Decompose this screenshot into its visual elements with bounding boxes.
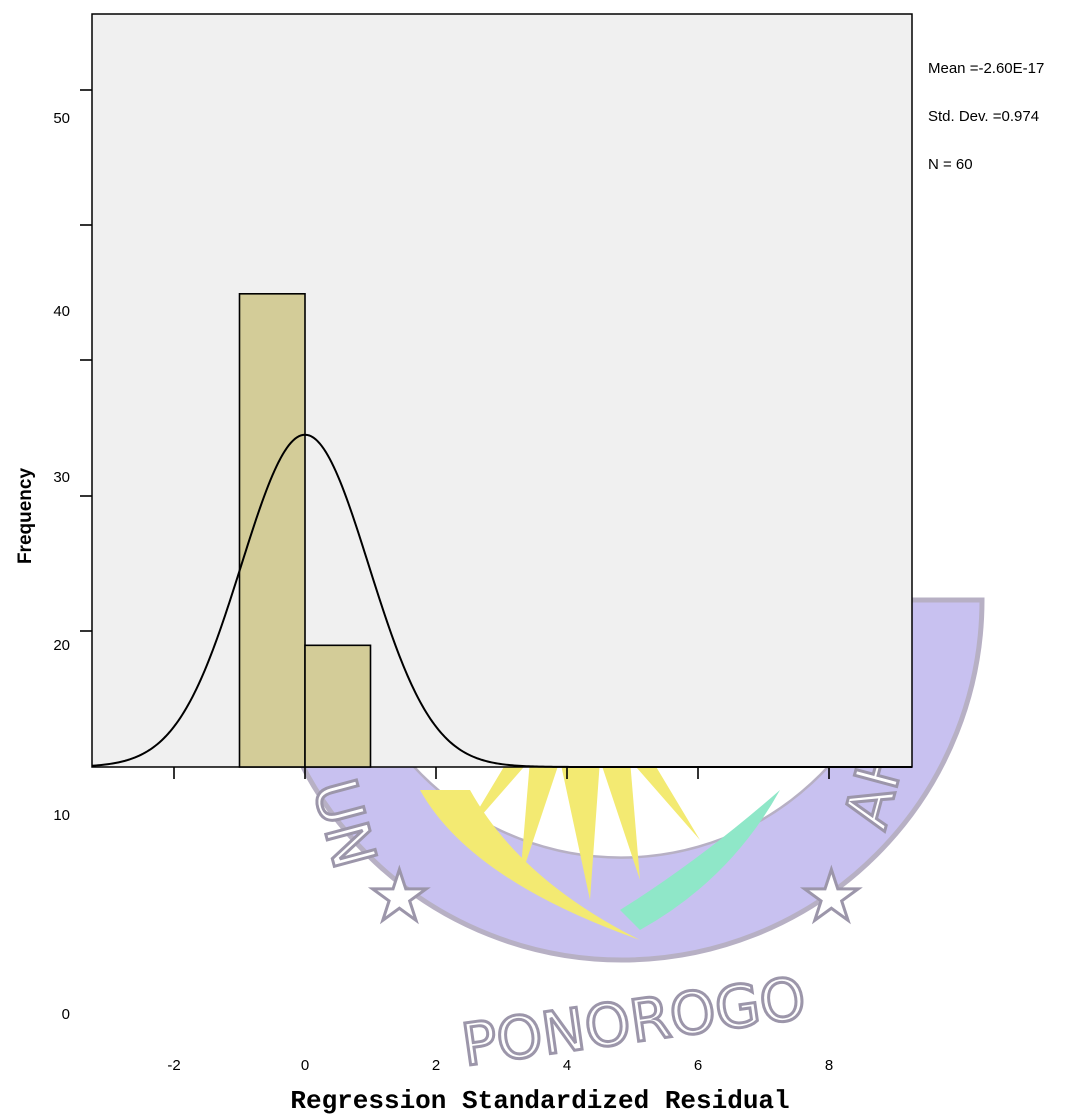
histogram-bar-0 (238, 292, 306, 768)
y-tick-label-0: 0 (62, 1006, 70, 1023)
seal-leaf-icon (420, 790, 640, 940)
y-tick-label-1: 10 (53, 807, 70, 824)
x-tick-label-1: 0 (301, 1057, 309, 1074)
y-tick-label-3: 30 (53, 469, 70, 486)
stat-std-dev: Std. Dev. =0.974 (928, 108, 1040, 125)
seal-sun-icon (460, 740, 700, 900)
seal-star-left-icon: ★ (368, 855, 431, 937)
seal-flower-icon (620, 790, 780, 930)
histogram-bar-1 (304, 644, 372, 768)
x-tick-label-0: -2 (167, 1057, 180, 1074)
x-tick-label-5: 8 (825, 1057, 833, 1074)
stat-n: N = 60 (928, 156, 973, 173)
x-tick-label-4: 6 (694, 1057, 702, 1074)
normal-curve (91, 433, 912, 768)
y-axis-label: Frequency (15, 467, 36, 565)
y-tick-label-5: 50 (53, 110, 70, 127)
y-tick-label-4: 40 (53, 303, 70, 320)
x-tick-label-2: 2 (432, 1057, 440, 1074)
plot-area (91, 13, 913, 768)
x-axis-label: Regression Standardized Residual (290, 1086, 790, 1116)
stat-mean: Mean =-2.60E-17 (928, 60, 1045, 77)
seal-star-right-icon: ★ (800, 855, 863, 937)
y-tick-label-2: 20 (53, 637, 70, 654)
x-tick-label-3: 4 (563, 1057, 571, 1074)
